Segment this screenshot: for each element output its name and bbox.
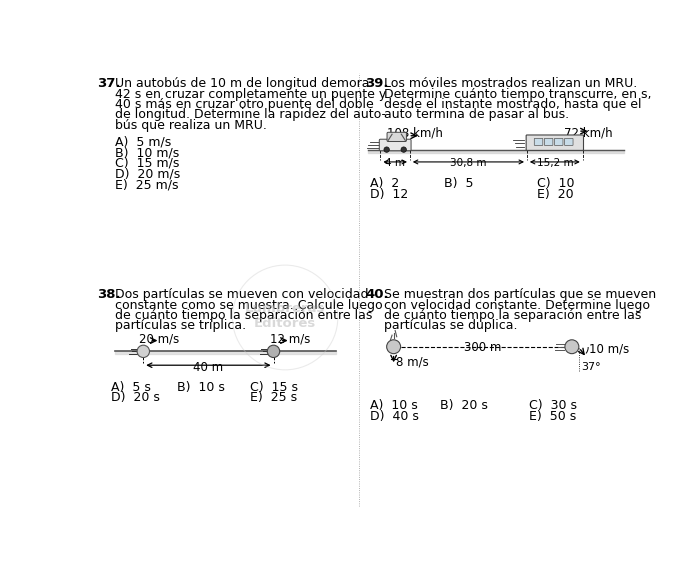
Circle shape	[401, 147, 407, 152]
Text: E)  25 s: E) 25 s	[251, 391, 298, 405]
Text: de longitud. Determine la rapidez del auto-: de longitud. Determine la rapidez del au…	[116, 108, 386, 121]
Circle shape	[384, 147, 389, 152]
Text: 20 m/s: 20 m/s	[139, 333, 180, 346]
FancyBboxPatch shape	[526, 135, 584, 150]
Text: A)  5 m/s: A) 5 m/s	[116, 135, 172, 148]
Text: B)  20 s: B) 20 s	[440, 399, 488, 412]
Circle shape	[386, 340, 400, 354]
Text: D)  12: D) 12	[370, 188, 409, 201]
Text: Un autobús de 10 m de longitud demora: Un autobús de 10 m de longitud demora	[116, 77, 370, 90]
Text: C)  15 s: C) 15 s	[251, 380, 298, 394]
Text: Dos partículas se mueven con velocidad: Dos partículas se mueven con velocidad	[116, 288, 369, 301]
Text: 10 m/s: 10 m/s	[589, 343, 629, 356]
Text: B)  5: B) 5	[444, 177, 473, 190]
Text: E)  25 m/s: E) 25 m/s	[116, 178, 179, 191]
Text: C)  30 s: C) 30 s	[529, 399, 578, 412]
Text: D)  40 s: D) 40 s	[370, 410, 419, 423]
Text: C)  10: C) 10	[537, 177, 575, 190]
Text: 4 m: 4 m	[385, 158, 405, 168]
Text: Determine cuánto tiempo transcurre, en s,: Determine cuánto tiempo transcurre, en s…	[384, 88, 651, 101]
Text: 72 km/h: 72 km/h	[564, 127, 612, 139]
Text: 37°: 37°	[581, 362, 601, 372]
Text: 42 s en cruzar completamente un puente y: 42 s en cruzar completamente un puente y	[116, 88, 386, 101]
Text: 40 m: 40 m	[193, 362, 223, 374]
Text: partículas se triplica.: partículas se triplica.	[116, 319, 246, 332]
Text: 40.: 40.	[365, 288, 388, 301]
Text: 8 m/s: 8 m/s	[396, 356, 428, 369]
Text: 12 m/s: 12 m/s	[270, 333, 311, 346]
Text: partículas se duplica.: partículas se duplica.	[384, 319, 517, 332]
Text: de cuánto tiempo la separación entre las: de cuánto tiempo la separación entre las	[116, 309, 373, 322]
Text: 39.: 39.	[365, 77, 388, 90]
Text: E)  20: E) 20	[537, 188, 573, 201]
Text: E)  50 s: E) 50 s	[529, 410, 577, 423]
Text: 30,8 m: 30,8 m	[450, 158, 486, 168]
FancyBboxPatch shape	[554, 139, 563, 146]
Text: 38.: 38.	[97, 288, 120, 301]
Text: B)  10 s: B) 10 s	[176, 380, 225, 394]
Text: Se muestran dos partículas que se mueven: Se muestran dos partículas que se mueven	[384, 288, 656, 301]
Text: auto termina de pasar al bus.: auto termina de pasar al bus.	[384, 108, 568, 121]
Text: D)  20 s: D) 20 s	[111, 391, 160, 405]
Text: desde el instante mostrado, hasta que el: desde el instante mostrado, hasta que el	[384, 98, 641, 111]
Circle shape	[267, 345, 280, 358]
Text: 40 s más en cruzar otro puente del doble: 40 s más en cruzar otro puente del doble	[116, 98, 374, 111]
Text: Editores: Editores	[254, 317, 316, 330]
Text: Los móviles mostrados realizan un MRU.: Los móviles mostrados realizan un MRU.	[384, 77, 637, 90]
FancyBboxPatch shape	[387, 132, 407, 142]
Text: 37.: 37.	[97, 77, 120, 90]
Text: 108 km/h: 108 km/h	[386, 127, 442, 139]
Text: constante como se muestra. Calcule luego: constante como se muestra. Calcule luego	[116, 299, 383, 312]
Text: de cuánto tiempo la separación entre las: de cuánto tiempo la separación entre las	[384, 309, 641, 322]
Text: D)  20 m/s: D) 20 m/s	[116, 168, 181, 180]
Circle shape	[565, 340, 579, 354]
Text: con velocidad constante. Determine luego: con velocidad constante. Determine luego	[384, 299, 650, 312]
Text: 15,2 m: 15,2 m	[536, 158, 573, 168]
FancyBboxPatch shape	[564, 139, 573, 146]
Text: C)  15 m/s: C) 15 m/s	[116, 157, 180, 170]
Text: B)  10 m/s: B) 10 m/s	[116, 146, 180, 159]
FancyBboxPatch shape	[379, 139, 411, 151]
FancyBboxPatch shape	[534, 139, 542, 146]
Circle shape	[137, 345, 150, 358]
Text: 300 m: 300 m	[464, 340, 501, 354]
Text: bús que realiza un MRU.: bús que realiza un MRU.	[116, 119, 267, 132]
Text: A)  5 s: A) 5 s	[111, 380, 150, 394]
FancyBboxPatch shape	[545, 139, 553, 146]
Text: A)  10 s: A) 10 s	[370, 399, 418, 412]
Text: Lumbreras: Lumbreras	[245, 302, 326, 315]
Text: A)  2: A) 2	[370, 177, 400, 190]
